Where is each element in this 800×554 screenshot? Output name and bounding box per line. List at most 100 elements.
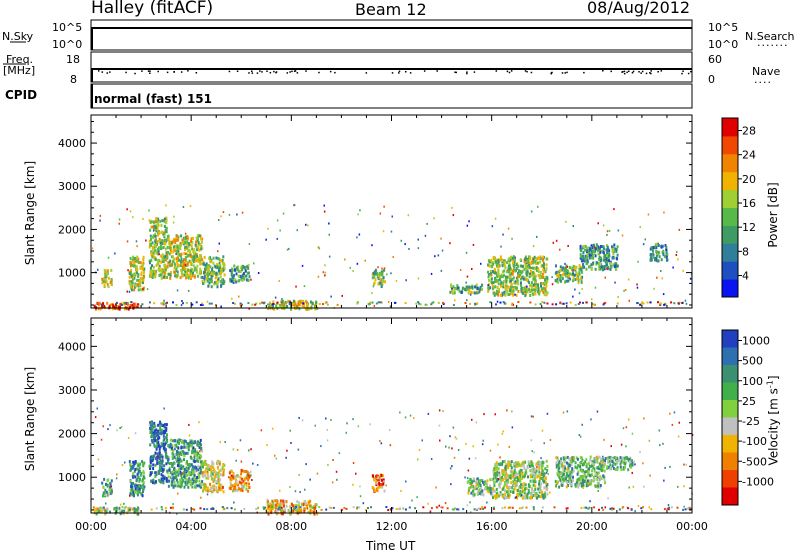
echo-cell	[662, 442, 664, 445]
echo-cell	[325, 508, 328, 511]
echo-cell	[581, 260, 583, 263]
echo-cell	[483, 506, 486, 509]
nave-dot	[602, 70, 604, 72]
echo-cell	[383, 267, 386, 270]
echo-cell	[566, 507, 569, 510]
echo-cell	[452, 426, 455, 429]
echo-cell	[157, 217, 160, 221]
freq-tick-top: 18	[66, 53, 80, 66]
echo-cell	[186, 451, 189, 455]
echo-cell	[171, 480, 174, 483]
echo-cell	[497, 261, 500, 265]
echo-cell	[106, 484, 109, 488]
echo-cell	[558, 485, 561, 489]
echo-cell	[574, 484, 577, 488]
echo-cell	[425, 304, 428, 306]
echo-cell	[167, 461, 170, 464]
echo-cell	[631, 463, 634, 467]
echo-cell	[246, 470, 249, 474]
echo-cell	[105, 483, 107, 486]
echo-cell	[314, 305, 317, 308]
echo-cell	[189, 464, 191, 468]
echo-cell	[304, 488, 306, 491]
echo-cell	[495, 494, 498, 498]
echo-cell	[517, 461, 520, 465]
echo-cell	[173, 447, 176, 451]
echo-cell	[553, 506, 556, 509]
echo-cell	[567, 271, 570, 275]
echo-cell	[565, 479, 568, 483]
echo-cell	[247, 473, 250, 477]
echo-cell	[210, 272, 213, 276]
echo-cell	[234, 278, 237, 282]
echo-cell	[165, 423, 168, 427]
echo-cell	[538, 483, 541, 487]
echo-cell	[194, 440, 197, 444]
echo-cell	[438, 424, 441, 427]
echo-cell	[128, 280, 131, 284]
echo-cell	[523, 475, 526, 479]
nave-dot	[530, 71, 533, 74]
echo-cell	[185, 508, 188, 511]
echo-cell	[328, 506, 331, 509]
echo-cell	[639, 226, 641, 228]
echo-cell	[586, 253, 589, 257]
echo-cell	[161, 455, 164, 459]
echo-cell	[132, 472, 135, 476]
echo-cell	[237, 487, 240, 491]
echo-cell	[537, 460, 540, 464]
echo-cell	[534, 484, 537, 488]
echo-cell	[621, 234, 624, 237]
echo-cell	[234, 475, 237, 478]
echo-cell	[158, 447, 161, 451]
echo-cell	[589, 458, 592, 462]
echo-cell	[669, 465, 671, 468]
echo-cell	[469, 501, 471, 504]
echo-cell	[158, 422, 161, 426]
echo-cell	[477, 485, 480, 488]
echo-cell	[352, 483, 354, 486]
echo-cell	[168, 468, 171, 472]
echo-cell	[507, 460, 510, 464]
echo-cell	[155, 251, 158, 255]
echo-cell	[137, 283, 140, 287]
echo-cell	[610, 265, 613, 269]
echo-cell	[479, 285, 482, 289]
echo-cell	[487, 289, 490, 293]
echo-cell	[678, 301, 681, 304]
echo-cell	[127, 269, 129, 272]
echo-cell	[269, 508, 271, 512]
echo-cell	[606, 253, 608, 257]
echo-cell	[177, 446, 180, 450]
echo-cell	[505, 288, 508, 292]
echo-cell	[622, 427, 625, 430]
echo-cell	[507, 466, 510, 470]
echo-cell	[183, 262, 186, 266]
echo-cell	[496, 466, 499, 470]
echo-cell	[584, 254, 587, 258]
echo-cell	[498, 474, 501, 478]
echo-cell	[297, 448, 300, 451]
echo-cell	[203, 508, 206, 511]
echo-cell	[160, 465, 163, 469]
echo-cell	[519, 479, 522, 482]
echo-cell	[534, 280, 537, 284]
echo-cell	[591, 254, 594, 258]
echo-cell	[601, 265, 604, 269]
echo-cell	[280, 305, 283, 309]
echo-cell	[500, 478, 503, 482]
echo-cell	[153, 444, 156, 448]
echo-cell	[620, 458, 623, 462]
echo-cell	[176, 480, 179, 484]
echo-cell	[331, 481, 334, 484]
echo-cell	[103, 284, 106, 288]
echo-cell	[510, 466, 513, 470]
echo-cell	[107, 478, 110, 482]
echo-cell	[660, 245, 663, 249]
echo-cell	[324, 264, 326, 267]
echo-cell	[551, 283, 554, 286]
echo-cell	[509, 279, 512, 283]
echo-cell	[558, 475, 561, 479]
echo-cell	[384, 280, 386, 284]
echo-cell	[597, 490, 599, 492]
